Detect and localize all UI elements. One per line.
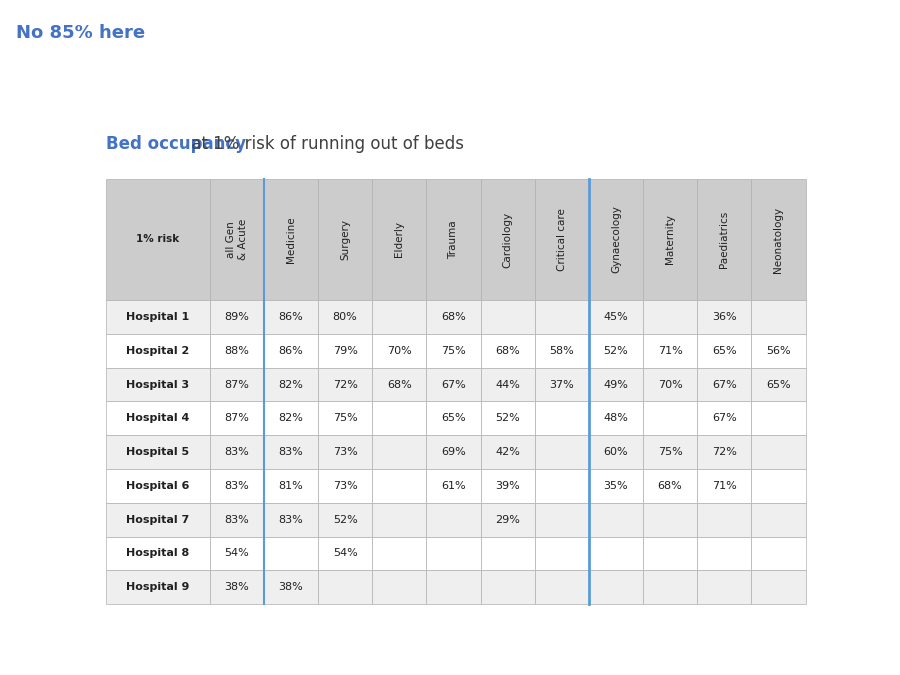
Text: Cardiology: Cardiology <box>502 211 513 267</box>
Text: Bed occupancy: Bed occupancy <box>106 135 247 153</box>
Text: 60%: 60% <box>604 447 628 457</box>
Text: at 1% risk of running out of beds: at 1% risk of running out of beds <box>185 135 464 153</box>
Text: Medicine: Medicine <box>286 216 296 263</box>
Text: 86%: 86% <box>279 346 303 356</box>
Text: 54%: 54% <box>333 549 357 558</box>
Text: 37%: 37% <box>549 379 574 389</box>
Text: 70%: 70% <box>387 346 411 356</box>
Text: 71%: 71% <box>658 346 682 356</box>
Text: 75%: 75% <box>441 346 466 356</box>
Text: 87%: 87% <box>224 379 249 389</box>
Text: Hospital 7: Hospital 7 <box>126 514 190 524</box>
Text: 86%: 86% <box>279 312 303 322</box>
Text: 67%: 67% <box>441 379 466 389</box>
Text: 29%: 29% <box>495 514 520 524</box>
Text: 38%: 38% <box>279 583 303 592</box>
Text: 1% risk: 1% risk <box>136 234 180 244</box>
Text: 58%: 58% <box>549 346 574 356</box>
Text: 68%: 68% <box>441 312 466 322</box>
Text: 65%: 65% <box>766 379 791 389</box>
Text: 39%: 39% <box>495 481 520 491</box>
Text: 89%: 89% <box>224 312 249 322</box>
Text: 75%: 75% <box>333 413 357 423</box>
Text: Hospital 1: Hospital 1 <box>126 312 190 322</box>
Text: 82%: 82% <box>278 413 303 423</box>
Text: 68%: 68% <box>387 379 411 389</box>
Text: 83%: 83% <box>279 447 303 457</box>
Text: Surgery: Surgery <box>340 219 350 260</box>
Text: Hospital 5: Hospital 5 <box>126 447 190 457</box>
Text: Hospital 2: Hospital 2 <box>126 346 190 356</box>
Text: 65%: 65% <box>441 413 465 423</box>
Text: 72%: 72% <box>712 447 737 457</box>
Text: 52%: 52% <box>604 346 628 356</box>
Text: 75%: 75% <box>658 447 682 457</box>
Text: 83%: 83% <box>279 514 303 524</box>
Text: 45%: 45% <box>604 312 628 322</box>
Text: 48%: 48% <box>604 413 628 423</box>
Text: Gynaecology: Gynaecology <box>611 205 621 273</box>
Text: 38%: 38% <box>224 583 249 592</box>
Text: 80%: 80% <box>333 312 357 322</box>
Text: 42%: 42% <box>495 447 520 457</box>
Text: 65%: 65% <box>712 346 736 356</box>
Text: all Gen
& Acute: all Gen & Acute <box>226 219 248 260</box>
Text: No 85% here: No 85% here <box>16 24 145 42</box>
Text: 73%: 73% <box>333 447 357 457</box>
Text: Hospital 3: Hospital 3 <box>126 379 190 389</box>
Text: 73%: 73% <box>333 481 357 491</box>
Text: 44%: 44% <box>495 379 520 389</box>
Text: 81%: 81% <box>279 481 303 491</box>
Text: 36%: 36% <box>712 312 736 322</box>
Text: 35%: 35% <box>604 481 628 491</box>
Text: Paediatrics: Paediatrics <box>719 211 729 268</box>
Text: 52%: 52% <box>333 514 357 524</box>
Text: 87%: 87% <box>224 413 249 423</box>
Text: 52%: 52% <box>495 413 520 423</box>
Text: Hospital 9: Hospital 9 <box>126 583 190 592</box>
Text: 83%: 83% <box>224 481 249 491</box>
Text: 82%: 82% <box>278 379 303 389</box>
Text: Critical care: Critical care <box>557 208 567 271</box>
Text: 71%: 71% <box>712 481 736 491</box>
Text: 67%: 67% <box>712 413 736 423</box>
Text: 49%: 49% <box>604 379 628 389</box>
Text: Maternity: Maternity <box>665 215 675 265</box>
Text: 72%: 72% <box>333 379 357 389</box>
Text: Elderly: Elderly <box>394 221 404 257</box>
Text: 88%: 88% <box>224 346 249 356</box>
Text: Hospital 6: Hospital 6 <box>126 481 190 491</box>
Text: 68%: 68% <box>658 481 682 491</box>
Text: 79%: 79% <box>333 346 357 356</box>
Text: 70%: 70% <box>658 379 682 389</box>
Text: 69%: 69% <box>441 447 466 457</box>
Text: 83%: 83% <box>224 447 249 457</box>
Text: 83%: 83% <box>224 514 249 524</box>
Text: 61%: 61% <box>441 481 465 491</box>
Text: 68%: 68% <box>495 346 520 356</box>
Text: Hospital 8: Hospital 8 <box>126 549 190 558</box>
Text: 56%: 56% <box>766 346 791 356</box>
Text: Neonatology: Neonatology <box>773 207 783 273</box>
Text: Hospital 4: Hospital 4 <box>126 413 190 423</box>
Text: 54%: 54% <box>224 549 249 558</box>
Text: Trauma: Trauma <box>448 220 458 259</box>
Text: 67%: 67% <box>712 379 736 389</box>
